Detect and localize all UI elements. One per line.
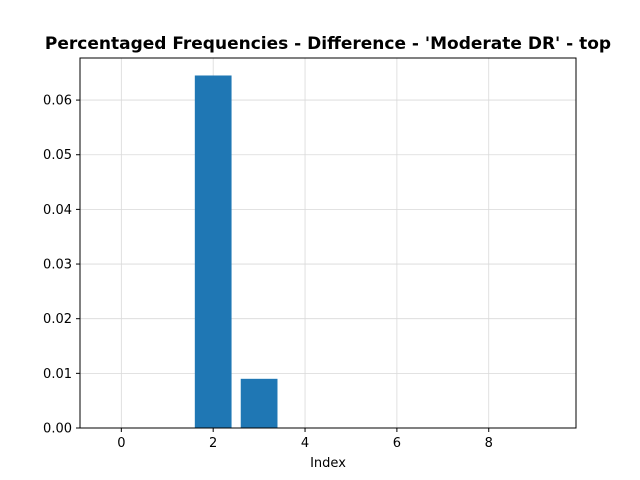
x-tick-label-3: 6 [393,436,401,451]
y-tick-label-1: 0.01 [43,367,72,382]
y-tick-label-3: 0.03 [43,258,72,273]
plot-frame [79,57,577,429]
x-tick-label-2: 4 [301,436,309,451]
x-axis-label: Index [310,456,346,471]
bar-3 [240,378,278,428]
bar-2 [194,75,232,428]
y-tick-label-0: 0.00 [43,422,72,437]
x-axis-ticks: 0 2 4 6 8 [117,428,493,451]
y-tick-label-6: 0.06 [43,94,72,109]
chart-title: Percentaged Frequencies - Difference - '… [45,34,611,54]
y-tick-label-4: 0.04 [43,203,72,218]
bars [194,75,278,428]
y-axis-ticks: 0.00 0.01 0.02 0.03 0.04 0.05 0.06 [43,94,80,437]
x-tick-label-4: 8 [485,436,493,451]
x-tick-label-0: 0 [117,436,125,451]
y-tick-label-5: 0.05 [43,148,72,163]
x-tick-label-1: 2 [209,436,217,451]
y-tick-label-2: 0.02 [43,312,72,327]
